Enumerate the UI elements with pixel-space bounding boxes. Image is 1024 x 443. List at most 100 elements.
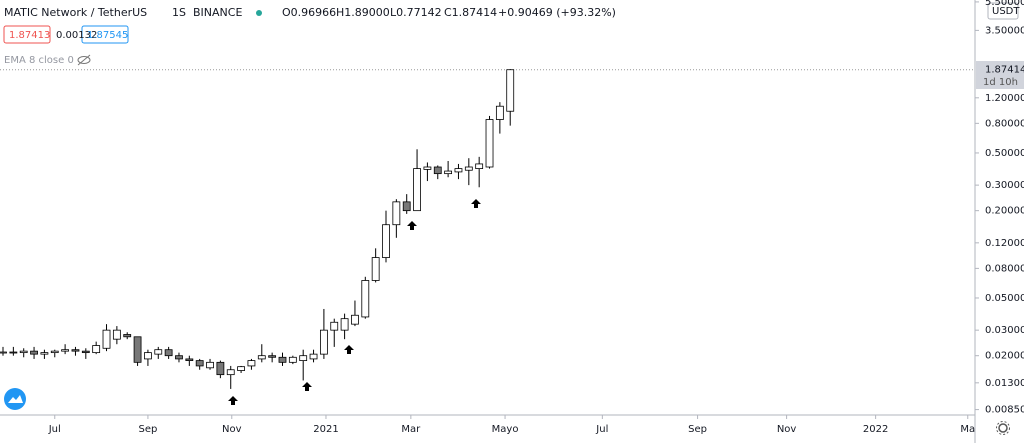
ohlc-high: H1.89000 bbox=[336, 6, 390, 19]
y-tick-label: 0.50000 bbox=[985, 148, 1024, 159]
candle-body bbox=[351, 314, 359, 325]
candle-body bbox=[216, 361, 225, 376]
candle-body bbox=[123, 334, 132, 338]
candle-body bbox=[237, 366, 245, 371]
candle-body bbox=[112, 329, 121, 340]
bid-box[interactable] bbox=[3, 25, 51, 44]
y-tick-label: 1.20000 bbox=[985, 93, 1024, 104]
ask: 1.87545 bbox=[87, 30, 128, 41]
candle-body bbox=[309, 353, 318, 360]
candle-body bbox=[19, 350, 28, 354]
candle-body bbox=[154, 349, 163, 355]
candle-body bbox=[361, 280, 370, 318]
last-price-box bbox=[976, 61, 1024, 89]
currency: USDT bbox=[992, 6, 1020, 17]
y-tick-label: 0.00850 bbox=[985, 405, 1024, 416]
ohlc-close: C1.87414 bbox=[444, 6, 497, 19]
candle-body bbox=[340, 318, 349, 331]
x-tick-label: Sep bbox=[138, 424, 157, 435]
y-tick-label: 0.20000 bbox=[985, 206, 1024, 217]
candle-body bbox=[464, 166, 473, 171]
x-tick-label: Mar bbox=[401, 424, 421, 435]
settings-icon[interactable] bbox=[996, 421, 1010, 435]
ohlc-change: +0.90469 (+93.32%) bbox=[498, 6, 616, 19]
y-tick-label: 0.05000 bbox=[985, 293, 1024, 304]
y-tick-label: 0.01300 bbox=[985, 378, 1024, 389]
candle-body bbox=[423, 166, 432, 170]
candle-body bbox=[433, 166, 442, 175]
x-tick-label: Nov bbox=[222, 424, 242, 435]
x-tick-label: Nov bbox=[777, 424, 797, 435]
candle-body bbox=[319, 329, 328, 355]
candle-body bbox=[185, 358, 194, 362]
candle-body bbox=[195, 360, 204, 367]
candle-body bbox=[382, 224, 390, 258]
last-price-label: 1.87414 bbox=[985, 65, 1024, 76]
candle-body bbox=[278, 356, 287, 363]
y-tick-label: 0.02000 bbox=[985, 351, 1024, 362]
candle-body bbox=[206, 361, 214, 369]
candle-body bbox=[0, 351, 7, 354]
y-tick-label: 3.50000 bbox=[985, 25, 1024, 36]
x-tick-label: Sep bbox=[688, 424, 707, 435]
candle-body bbox=[475, 163, 484, 169]
x-tick-label: Mayo bbox=[492, 424, 519, 435]
x-tick-label: Jul bbox=[48, 424, 61, 435]
candle-body bbox=[9, 351, 18, 354]
symbol: MATIC Network / TetherUS bbox=[4, 6, 147, 19]
ask-box[interactable] bbox=[81, 25, 129, 44]
candle-body bbox=[299, 355, 308, 362]
candle-body bbox=[413, 168, 421, 212]
candle-body bbox=[330, 321, 339, 331]
candle-body bbox=[61, 349, 70, 352]
bid: 1.87413 bbox=[9, 30, 50, 41]
candle-body bbox=[454, 168, 463, 173]
candle-body bbox=[30, 350, 38, 355]
x-tick-label: Jul bbox=[595, 424, 608, 435]
y-tick-label: 0.08000 bbox=[985, 263, 1024, 274]
candle-body bbox=[444, 170, 453, 175]
candle-body bbox=[485, 119, 494, 168]
candle-body bbox=[268, 355, 277, 358]
y-tick-label: 5.50000 bbox=[985, 0, 1024, 8]
ohlc-low: L0.77142 bbox=[390, 6, 442, 19]
candle-body bbox=[288, 356, 297, 363]
countdown: 1d 10h bbox=[983, 77, 1018, 88]
exchange: BINANCE bbox=[193, 6, 242, 19]
hide-icon[interactable] bbox=[77, 54, 91, 66]
candle-body bbox=[392, 201, 401, 226]
currency-box[interactable] bbox=[987, 2, 1019, 20]
x-tick-label: 2022 bbox=[863, 424, 888, 435]
x-tick-label: Ma bbox=[960, 424, 975, 435]
y-tick-label: 0.80000 bbox=[985, 118, 1024, 129]
candle-body bbox=[164, 349, 173, 357]
x-tick-label: 2021 bbox=[313, 424, 338, 435]
candle-body bbox=[247, 360, 256, 367]
candle-body bbox=[92, 345, 101, 354]
candle-body bbox=[81, 350, 90, 354]
candle-body bbox=[102, 329, 111, 349]
spread: 0.00132 bbox=[56, 30, 97, 41]
logo[interactable] bbox=[4, 388, 26, 410]
annotation-arrows bbox=[228, 199, 481, 405]
candle-body bbox=[226, 369, 235, 376]
status-dot bbox=[256, 10, 262, 16]
candle-body bbox=[71, 349, 80, 352]
candle-body bbox=[40, 352, 49, 355]
candle-body bbox=[371, 257, 380, 281]
candle-body bbox=[144, 352, 152, 360]
y-tick-label: 0.30000 bbox=[985, 180, 1024, 191]
y-tick-label: 0.03000 bbox=[985, 325, 1024, 336]
candle-body bbox=[495, 105, 504, 120]
interval: 1S bbox=[172, 6, 186, 19]
indicator: EMA 8 close 0 bbox=[4, 55, 74, 66]
candle-body bbox=[133, 336, 142, 363]
candle-body bbox=[402, 201, 411, 212]
ohlc-open: O0.96966 bbox=[282, 6, 336, 19]
candle-body bbox=[50, 350, 59, 354]
candle-body bbox=[257, 355, 266, 360]
candle-body bbox=[506, 69, 515, 112]
y-tick-label: 0.12000 bbox=[985, 238, 1024, 249]
